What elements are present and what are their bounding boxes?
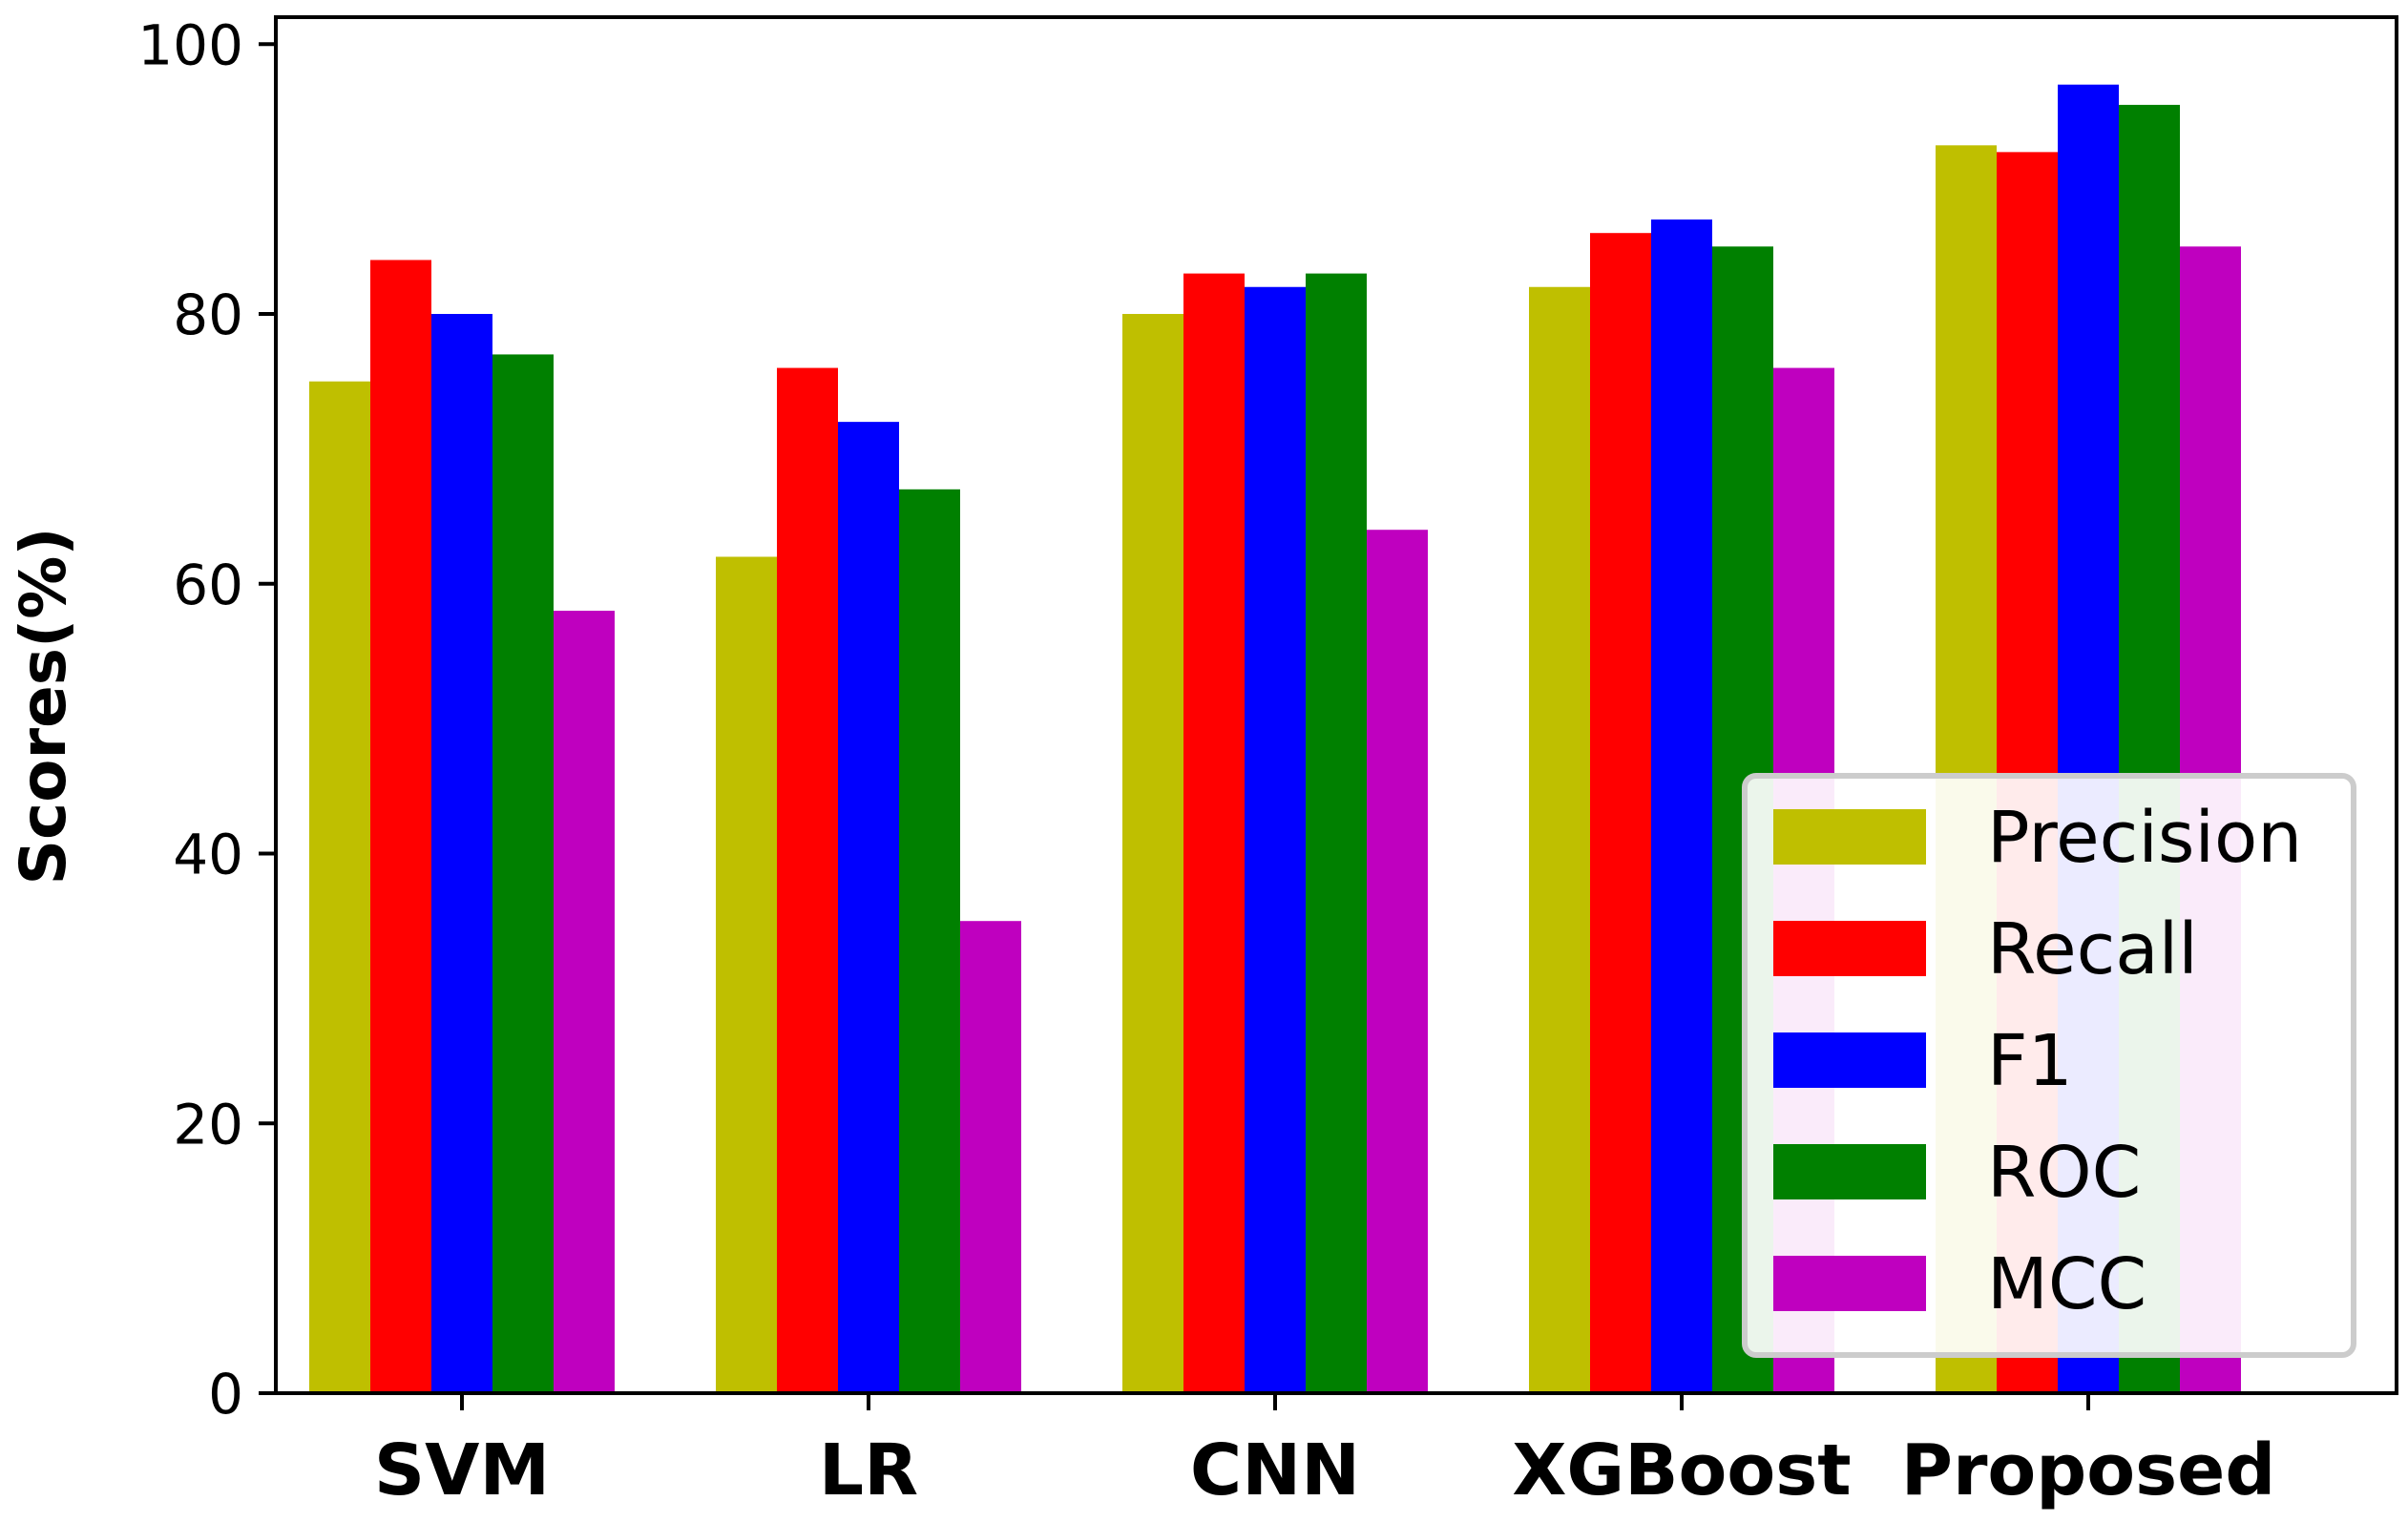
y-tick-label: 0	[208, 1362, 243, 1427]
bar-precision-lr	[716, 556, 777, 1393]
legend-label-precision: Precision	[1987, 797, 2302, 879]
bar-f1-cnn	[1245, 286, 1306, 1393]
y-tick-label: 40	[173, 823, 243, 887]
plot-frame	[274, 15, 2398, 1395]
bar-mcc-svm	[554, 611, 615, 1393]
bar-recall-lr	[777, 367, 838, 1394]
x-tick-label-proposed: Proposed	[1901, 1429, 2276, 1512]
y-axis: 0 20 40 60 80 100	[137, 12, 276, 1427]
bar-f1-lr	[838, 422, 899, 1393]
y-tick-label: 60	[173, 553, 243, 617]
x-tick-label-lr: LR	[819, 1429, 918, 1512]
legend-label-roc: ROC	[1987, 1132, 2141, 1214]
y-tick-label: 20	[173, 1092, 243, 1157]
legend-label-mcc: MCC	[1987, 1243, 2146, 1325]
bar-recall-xgboost	[1590, 233, 1651, 1394]
legend-swatch-f1	[1773, 1032, 1926, 1088]
bar-roc-svm	[492, 354, 554, 1393]
legend-label-f1: F1	[1987, 1020, 2073, 1102]
bar-precision-svm	[309, 381, 370, 1394]
bar-recall-cnn	[1183, 273, 1245, 1393]
legend-frame	[1742, 773, 2356, 1358]
legend-swatch-recall	[1773, 921, 1926, 976]
bar-f1-xgboost	[1651, 219, 1712, 1393]
legend: Precision Recall F1 ROC MCC	[1742, 773, 2356, 1358]
x-tick-label-svm: SVM	[374, 1429, 550, 1512]
bar-mcc-cnn	[1367, 530, 1428, 1393]
legend-label-recall: Recall	[1987, 908, 2198, 990]
x-tick-label-xgboost: XGBoost	[1512, 1429, 1851, 1512]
y-axis-title: Scores(%)	[7, 527, 80, 885]
bar-precision-cnn	[1122, 314, 1183, 1393]
bar-roc-cnn	[1306, 273, 1367, 1393]
bar-recall-svm	[370, 260, 431, 1393]
legend-swatch-mcc	[1773, 1256, 1926, 1311]
bar-precision-xgboost	[1529, 286, 1590, 1393]
x-axis: SVM LR CNN XGBoost Proposed	[374, 1393, 2275, 1512]
bar-f1-svm	[431, 314, 492, 1393]
bar-mcc-lr	[960, 921, 1021, 1393]
legend-swatch-precision	[1773, 809, 1926, 865]
x-tick-label-cnn: CNN	[1190, 1429, 1360, 1512]
bar-roc-lr	[899, 489, 960, 1393]
y-tick-label: 80	[173, 282, 243, 347]
y-tick-label: 100	[137, 12, 243, 77]
legend-swatch-roc	[1773, 1144, 1926, 1199]
